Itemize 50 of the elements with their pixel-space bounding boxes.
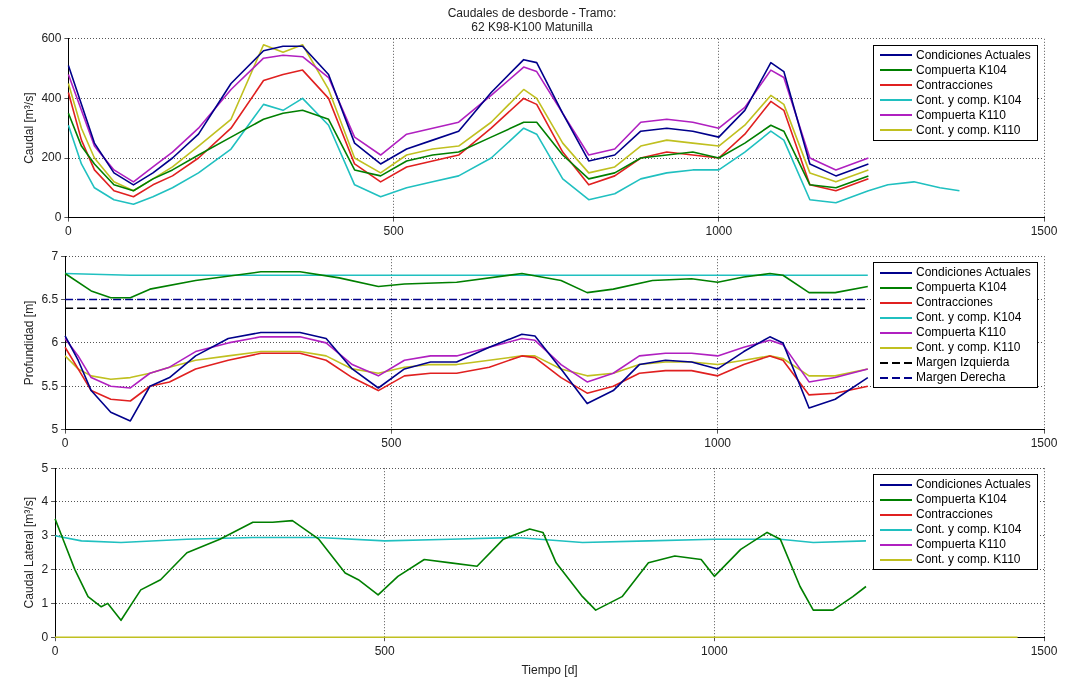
legend-label: Contracciones — [916, 77, 993, 93]
y-tick-label: 3 — [41, 528, 49, 543]
legend-label: Compuerta K110 — [916, 107, 1006, 123]
x-tick-label: 1500 — [1030, 436, 1058, 451]
y-axis-title: Profundidad [m] — [21, 300, 36, 386]
y-tick-label: 5.5 — [41, 378, 59, 393]
x-tick-label: 1000 — [704, 436, 732, 451]
legend-label: Cont. y comp. K104 — [916, 522, 1022, 538]
y-axis-title: Caudal [m³/s] — [21, 92, 36, 164]
y-tick-label: 2 — [41, 561, 49, 576]
y-tick-label: 5 — [41, 460, 49, 475]
x-tick-label: 1500 — [1030, 224, 1058, 239]
x-tick-label: 0 — [65, 224, 73, 239]
legend-label: Condiciones Actuales — [916, 47, 1031, 63]
legend-label: Cont. y comp. K110 — [916, 122, 1021, 138]
y-tick-label: 4 — [41, 494, 49, 509]
y-tick-label: 5 — [51, 421, 59, 436]
legend-label: Cont. y comp. K110 — [916, 552, 1021, 568]
legend-label: Condiciones Actuales — [916, 265, 1031, 281]
legend-label: Compuerta K104 — [916, 280, 1007, 296]
y-tick-label: 600 — [41, 31, 62, 46]
x-axis-title: Tiempo [d] — [521, 663, 578, 678]
x-tick-label: 1500 — [1030, 643, 1058, 658]
y-tick-label: 0 — [41, 629, 49, 644]
legend-label: Cont. y comp. K104 — [916, 310, 1022, 326]
y-tick-label: 0 — [54, 209, 62, 224]
y-tick-label: 1 — [41, 595, 49, 610]
x-tick-label: 500 — [381, 436, 402, 451]
x-tick-label: 1000 — [705, 224, 733, 239]
legend-label: Cont. y comp. K110 — [916, 340, 1021, 356]
x-tick-label: 500 — [383, 224, 404, 239]
legend-label: Compuerta K110 — [916, 537, 1006, 553]
legend-label: Margen Izquierda — [916, 355, 1010, 371]
legend-label: Compuerta K104 — [916, 62, 1007, 78]
legend-label: Cont. y comp. K104 — [916, 92, 1022, 108]
chart-title: Caudales de desborde - Tramo: 62 K98-K100 Matunilla — [447, 5, 617, 34]
y-tick-label: 7 — [51, 248, 59, 263]
legend-label: Contracciones — [916, 295, 993, 311]
legend-label: Condiciones Actuales — [916, 477, 1031, 493]
x-tick-label: 1000 — [701, 643, 729, 658]
y-tick-label: 200 — [41, 150, 62, 165]
legend-label: Compuerta K110 — [916, 325, 1006, 341]
legend-label: Compuerta K104 — [916, 492, 1007, 508]
x-tick-label: 500 — [374, 643, 396, 658]
y-tick-label: 6 — [51, 335, 59, 350]
y-axis-title: Caudal Lateral [m³/s] — [21, 497, 36, 609]
y-tick-label: 6.5 — [41, 291, 59, 306]
legend-label: Margen Derecha — [916, 370, 1006, 386]
y-tick-label: 400 — [41, 90, 62, 105]
legend-label: Contracciones — [916, 507, 993, 523]
